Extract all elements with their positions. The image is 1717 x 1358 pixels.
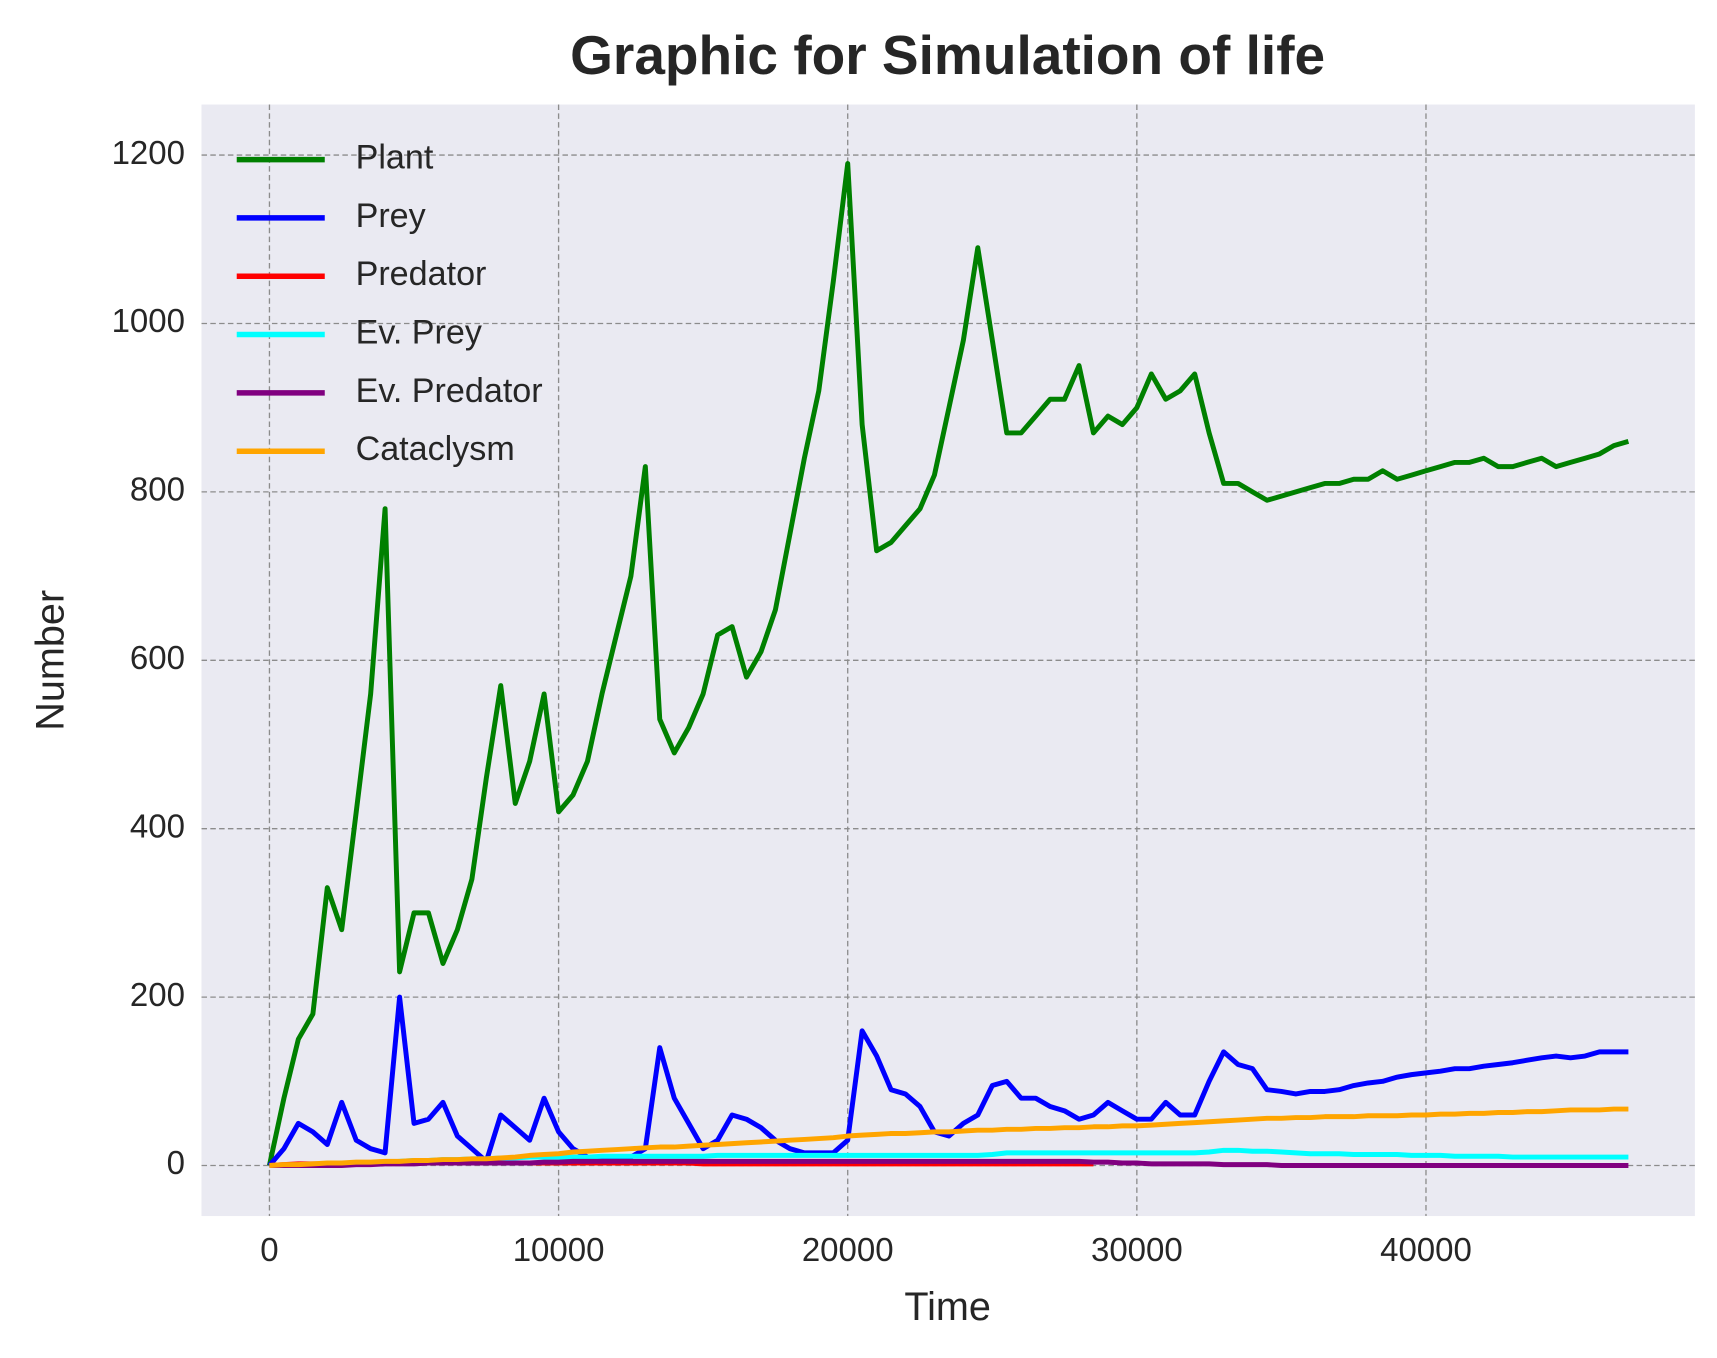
x-tick-label: 0: [260, 1231, 278, 1268]
series-line: [269, 1158, 1629, 1169]
y-tick-label: 800: [130, 471, 185, 508]
y-tick-label: 400: [130, 807, 185, 844]
x-axis-label: Time: [904, 1285, 991, 1329]
legend-label: Predator: [356, 255, 487, 293]
y-axis-label: Number: [28, 590, 72, 731]
x-tick-label: 10000: [513, 1231, 605, 1268]
legend-label: Plant: [356, 139, 434, 177]
grid: [201, 104, 1695, 1217]
y-tick-label: 0: [167, 1144, 185, 1181]
legend: Plant Prey Predator Ev. Prey Ev. Predator Cat…: [236, 139, 543, 468]
x-tick-label: 20000: [802, 1231, 894, 1268]
chart-title: Graphic for Simulation of life: [570, 24, 1325, 86]
series-line: [267, 994, 1629, 1168]
lines: [266, 161, 1630, 1169]
legend-label: Ev. Predator: [356, 372, 543, 410]
y-tick-label: 200: [130, 976, 185, 1013]
x-tick-label: 30000: [1091, 1231, 1183, 1268]
y-tick-label: 1000: [112, 302, 185, 339]
x-tick-label: 40000: [1380, 1231, 1472, 1268]
y-tick-label: 1200: [112, 134, 185, 171]
series-line: [266, 161, 1630, 1167]
legend-label: Prey: [356, 197, 426, 235]
legend-label: Ev. Prey: [356, 314, 482, 352]
legend-label: Cataclysm: [356, 430, 515, 468]
y-tick-label: 600: [130, 639, 185, 676]
series-line: [269, 1106, 1629, 1168]
